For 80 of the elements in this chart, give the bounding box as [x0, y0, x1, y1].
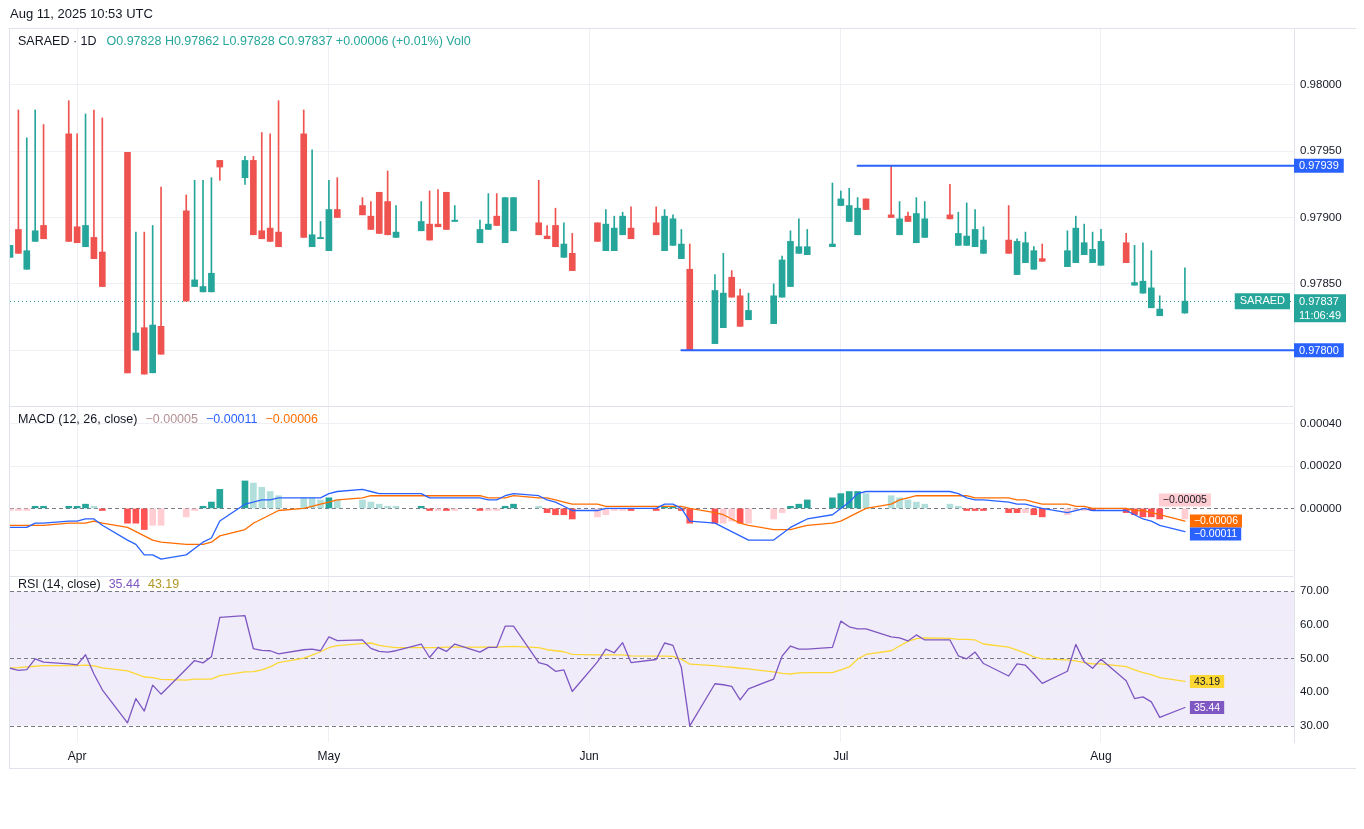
bar — [745, 508, 752, 524]
x-tick-label: Jun — [579, 748, 599, 763]
candlestick — [887, 165, 895, 218]
chart-title: SARAED · 1D — [18, 34, 97, 48]
x-tick-label: Aug — [1090, 748, 1112, 763]
candlestick — [392, 205, 400, 238]
y-tick-label: 70.00 — [1300, 584, 1329, 597]
bar — [770, 508, 778, 520]
text: −0.00005 — [145, 412, 198, 426]
bar — [787, 505, 794, 509]
x-tick-label: Apr — [67, 748, 87, 763]
candlestick — [333, 177, 341, 218]
bar — [552, 508, 559, 516]
y-tick-label: 0.98000 — [1300, 77, 1342, 90]
text: −0.00011 — [205, 412, 258, 426]
bar — [132, 508, 140, 524]
bar — [359, 499, 366, 509]
bar — [140, 508, 148, 530]
bar — [82, 503, 89, 509]
bar — [451, 508, 459, 511]
y-tick-label: 0.00040 — [1300, 417, 1342, 430]
text: 35.44 — [108, 577, 140, 591]
candlestick — [535, 180, 543, 236]
candlestick — [266, 133, 274, 242]
x-tick-label: May — [317, 748, 341, 763]
bar — [803, 499, 811, 509]
bar — [124, 508, 131, 524]
text: −0.00006 — [265, 412, 319, 426]
chart-title: RSI (14, close) — [18, 577, 101, 591]
text: 11:06:49 — [1299, 308, 1342, 321]
y-tick-label: 0.00020 — [1300, 459, 1342, 472]
candlestick — [31, 109, 39, 242]
bar — [417, 505, 425, 509]
bar — [963, 508, 971, 511]
y-tick-label: 50.00 — [1300, 651, 1329, 664]
bar — [149, 508, 156, 526]
bar — [275, 495, 282, 509]
chart-subtitle: O0.97828 H0.97862 L0.97828 C0.97837 +0.00006 (+0.01%) Vol0 — [106, 34, 471, 48]
candlestick — [90, 109, 98, 259]
candlestick — [795, 218, 803, 254]
bar — [443, 508, 450, 511]
candlestick — [199, 180, 207, 293]
chart-title: MACD (12, 26, close) — [18, 412, 138, 426]
y-tick-label: 0.00000 — [1300, 501, 1342, 514]
bar — [333, 499, 341, 509]
data-label: −0.00005 — [1162, 493, 1208, 506]
data-label: 35.44 — [1193, 700, 1221, 713]
data-label: 0.97939 — [1299, 159, 1339, 172]
candlestick — [98, 117, 106, 287]
data-label: −0.00011 — [1193, 527, 1238, 540]
candlestick — [157, 186, 165, 355]
candlestick — [308, 149, 316, 248]
y-tick-label: 0.97900 — [1300, 210, 1342, 223]
candlestick — [1038, 243, 1046, 262]
bar — [1022, 508, 1029, 513]
y-tick-label: 30.00 — [1300, 719, 1329, 732]
text: 43.19 — [147, 577, 180, 591]
text: Aug 11, 2025 10:53 UTC — [10, 6, 153, 22]
candlestick — [23, 137, 31, 270]
bar — [65, 505, 73, 509]
bar — [1005, 508, 1012, 513]
bar — [510, 503, 517, 509]
data-label: 0.97800 — [1299, 343, 1339, 356]
y-tick-label: 0.97950 — [1300, 144, 1342, 157]
bar — [980, 508, 987, 511]
bar — [98, 508, 106, 511]
candlestick — [73, 133, 81, 244]
y-tick-label: 40.00 — [1300, 685, 1329, 698]
data-label: 43.19 — [1193, 674, 1221, 687]
y-tick-label: 0.97850 — [1300, 277, 1342, 290]
y-tick-label: 60.00 — [1300, 617, 1329, 630]
data-label: −0.00006 — [1193, 514, 1239, 527]
annotation: SARAED — [1239, 294, 1286, 307]
bar — [426, 508, 433, 511]
bar — [535, 505, 543, 509]
x-tick-label: Jul — [833, 748, 849, 763]
bar — [1038, 508, 1046, 518]
candlestick — [451, 205, 459, 222]
bar — [954, 505, 962, 509]
ref-line-label: 0.97837 — [1299, 294, 1339, 307]
